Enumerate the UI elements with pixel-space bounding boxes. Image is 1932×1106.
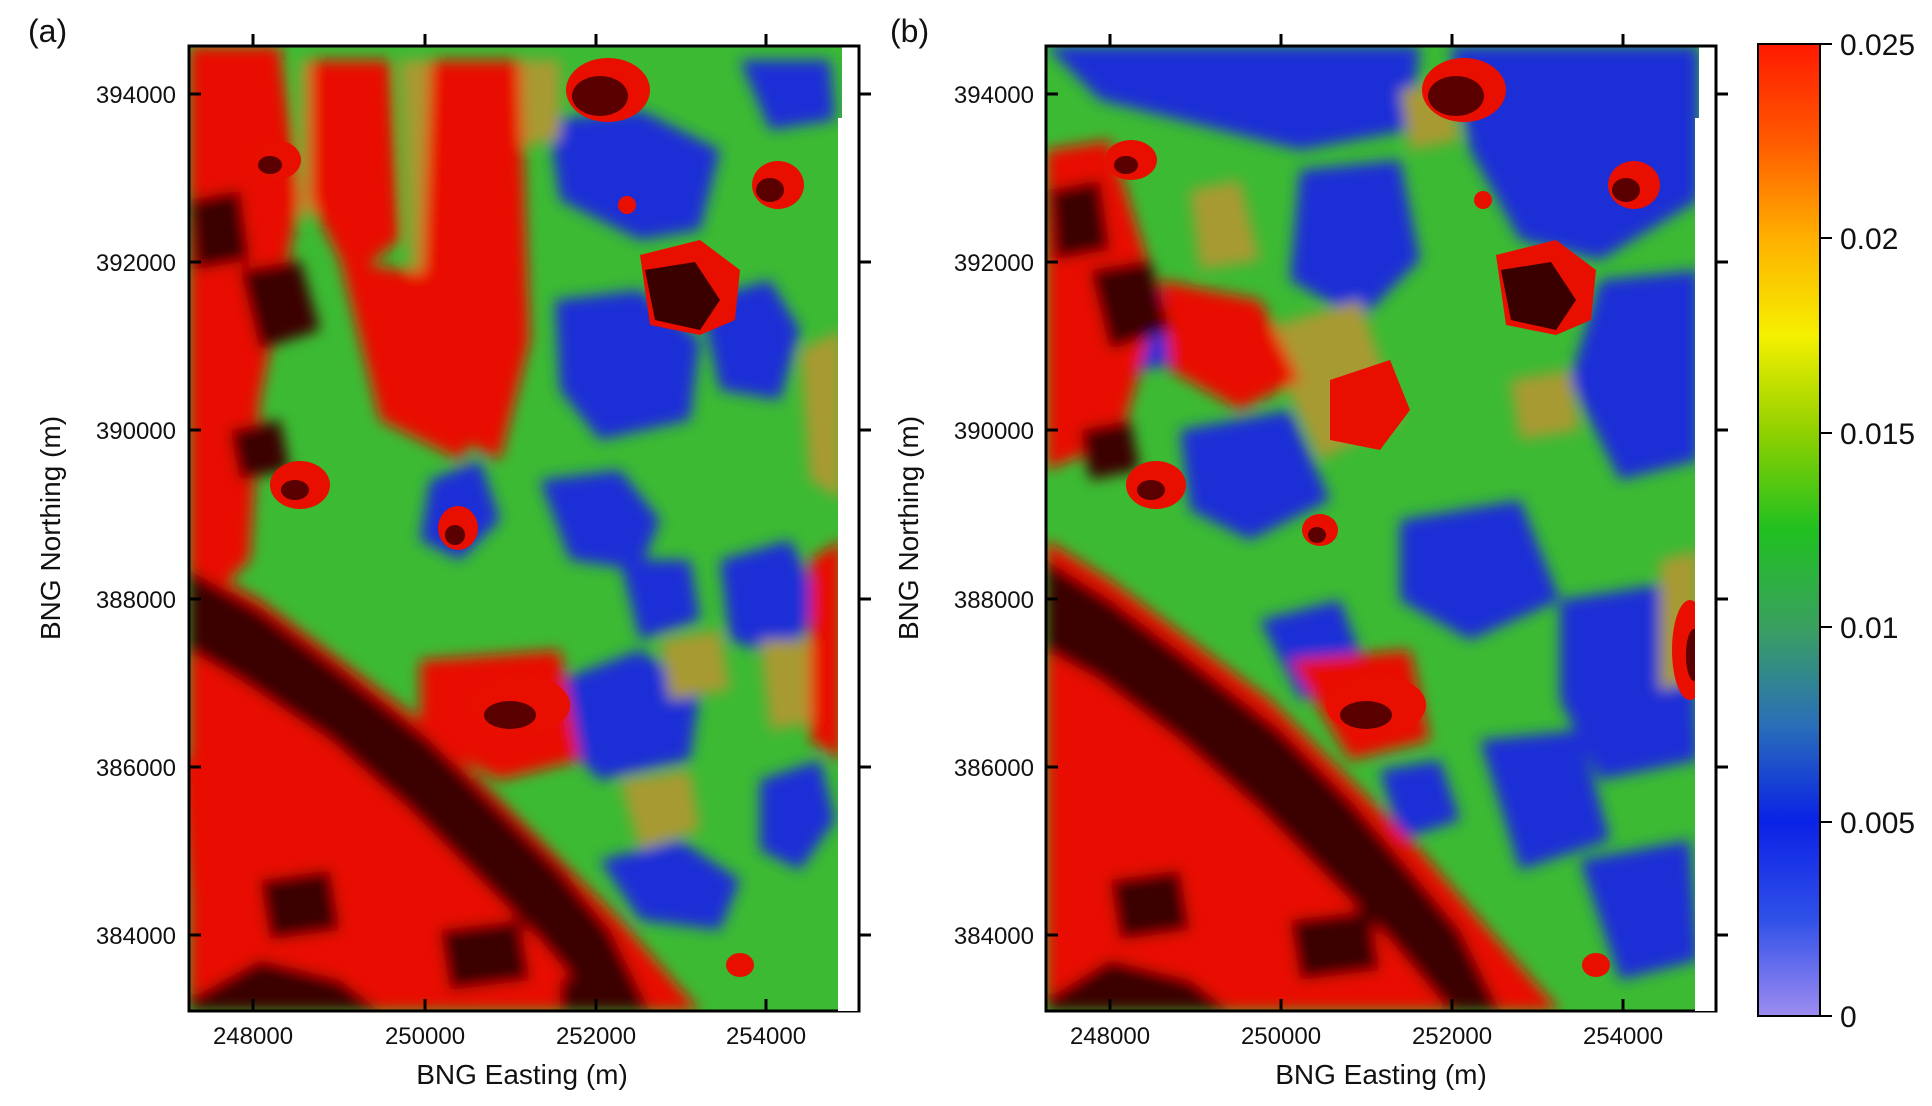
panel-b-ytick-label: 392000 xyxy=(954,250,1034,277)
panel-a-ticks xyxy=(189,34,871,1011)
panel-b-ytick-label: 390000 xyxy=(954,418,1034,445)
colorbar-gradient xyxy=(1757,43,1821,1017)
panel-a-ylabel: BNG Northing (m) xyxy=(35,416,66,640)
panel-b-ylabel: BNG Northing (m) xyxy=(893,416,924,640)
panel-a-xtick-labels: 248000 250000 252000 254000 xyxy=(213,1023,806,1050)
panel-b-ytick-label: 388000 xyxy=(954,587,1034,614)
panel-b-xtick-label: 252000 xyxy=(1412,1023,1492,1050)
panel-a-xtick-label: 252000 xyxy=(556,1023,636,1050)
panel-a-ytick-labels: 394000 392000 390000 388000 386000 38400… xyxy=(96,82,176,950)
panel-b-xtick-label: 254000 xyxy=(1583,1023,1663,1050)
panel-b-xtick-label: 248000 xyxy=(1070,1023,1150,1050)
colorbar-tick-label: 0.015 xyxy=(1840,418,1915,451)
panel-b-ytick-labels: 394000 392000 390000 388000 386000 38400… xyxy=(954,82,1034,950)
colorbar-tick-label: 0 xyxy=(1840,1001,1857,1034)
colorbar: 0.025 0.02 0.015 0.01 0.005 0 xyxy=(1757,29,1915,1034)
panel-a-heatmap xyxy=(189,46,842,1011)
panel-a-label: (a) xyxy=(28,13,67,49)
panel-b-heatmap xyxy=(1046,46,1699,1011)
panel-b-hotspots xyxy=(1105,58,1699,977)
panel-b-ytick-label: 386000 xyxy=(954,755,1034,782)
colorbar-tick-label: 0.01 xyxy=(1840,612,1898,645)
panel-b: (b) xyxy=(890,13,1728,1090)
panel-b-ytick-label: 394000 xyxy=(954,82,1034,109)
panel-b-label: (b) xyxy=(890,13,929,49)
panel-b-xlabel: BNG Easting (m) xyxy=(1275,1059,1487,1090)
panel-a-ytick-label: 392000 xyxy=(96,250,176,277)
colorbar-tick-label: 0.02 xyxy=(1840,223,1898,256)
colorbar-ticks xyxy=(1820,43,1832,1017)
panel-b-xtick-labels: 248000 250000 252000 254000 xyxy=(1070,1023,1663,1050)
panel-b-ytick-label: 384000 xyxy=(954,923,1034,950)
panel-a-ytick-label: 388000 xyxy=(96,587,176,614)
panel-a-hotspots xyxy=(249,58,804,977)
panel-a-ytick-label: 384000 xyxy=(96,923,176,950)
panel-a-ytick-label: 386000 xyxy=(96,755,176,782)
colorbar-tick-labels: 0.025 0.02 0.015 0.01 0.005 0 xyxy=(1840,29,1915,1034)
panel-a-xlabel: BNG Easting (m) xyxy=(416,1059,628,1090)
panel-a-xtick-label: 250000 xyxy=(385,1023,465,1050)
panel-a: (a) xyxy=(28,13,871,1090)
panel-b-ticks xyxy=(1046,34,1728,1011)
panel-b-xtick-label: 250000 xyxy=(1241,1023,1321,1050)
panel-a-xtick-label: 248000 xyxy=(213,1023,293,1050)
colorbar-tick-label: 0.025 xyxy=(1840,29,1915,62)
panel-a-xtick-label: 254000 xyxy=(726,1023,806,1050)
panel-a-ytick-label: 390000 xyxy=(96,418,176,445)
colorbar-tick-label: 0.005 xyxy=(1840,807,1915,840)
panel-a-ytick-label: 394000 xyxy=(96,82,176,109)
